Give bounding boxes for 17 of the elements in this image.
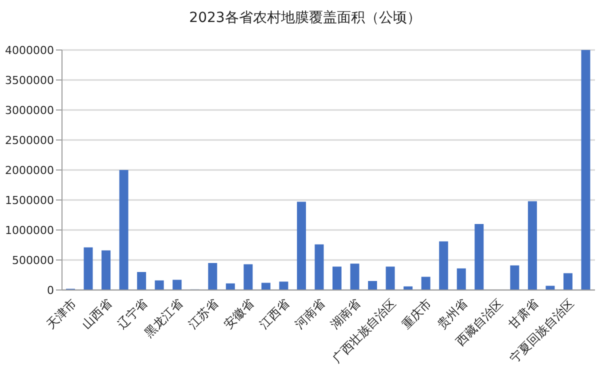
y-tick-label: 2500000 [5,134,54,147]
y-tick-label: 1000000 [5,224,54,237]
y-tick-label: 2000000 [5,164,54,177]
x-tick-label: 江苏省 [186,296,222,332]
y-tick-label: 1500000 [5,194,54,207]
x-tick-label: 天津市 [44,296,80,332]
x-tick-label: 安徽省 [221,296,257,332]
x-tick-label: 河南省 [292,296,328,332]
x-tick-label: 江西省 [256,296,292,332]
y-tick-label: 500000 [12,254,54,267]
y-tick-label: 3500000 [5,74,54,87]
x-tick-label: 山西省 [79,296,115,332]
x-tick-label: 重庆市 [399,296,434,332]
y-tick-label: 4000000 [5,44,54,57]
chart-title: 2023各省农村地膜覆盖面积（公顷） [188,9,422,27]
y-tick-label: 0 [47,284,54,297]
y-tick-label: 3000000 [5,104,54,117]
